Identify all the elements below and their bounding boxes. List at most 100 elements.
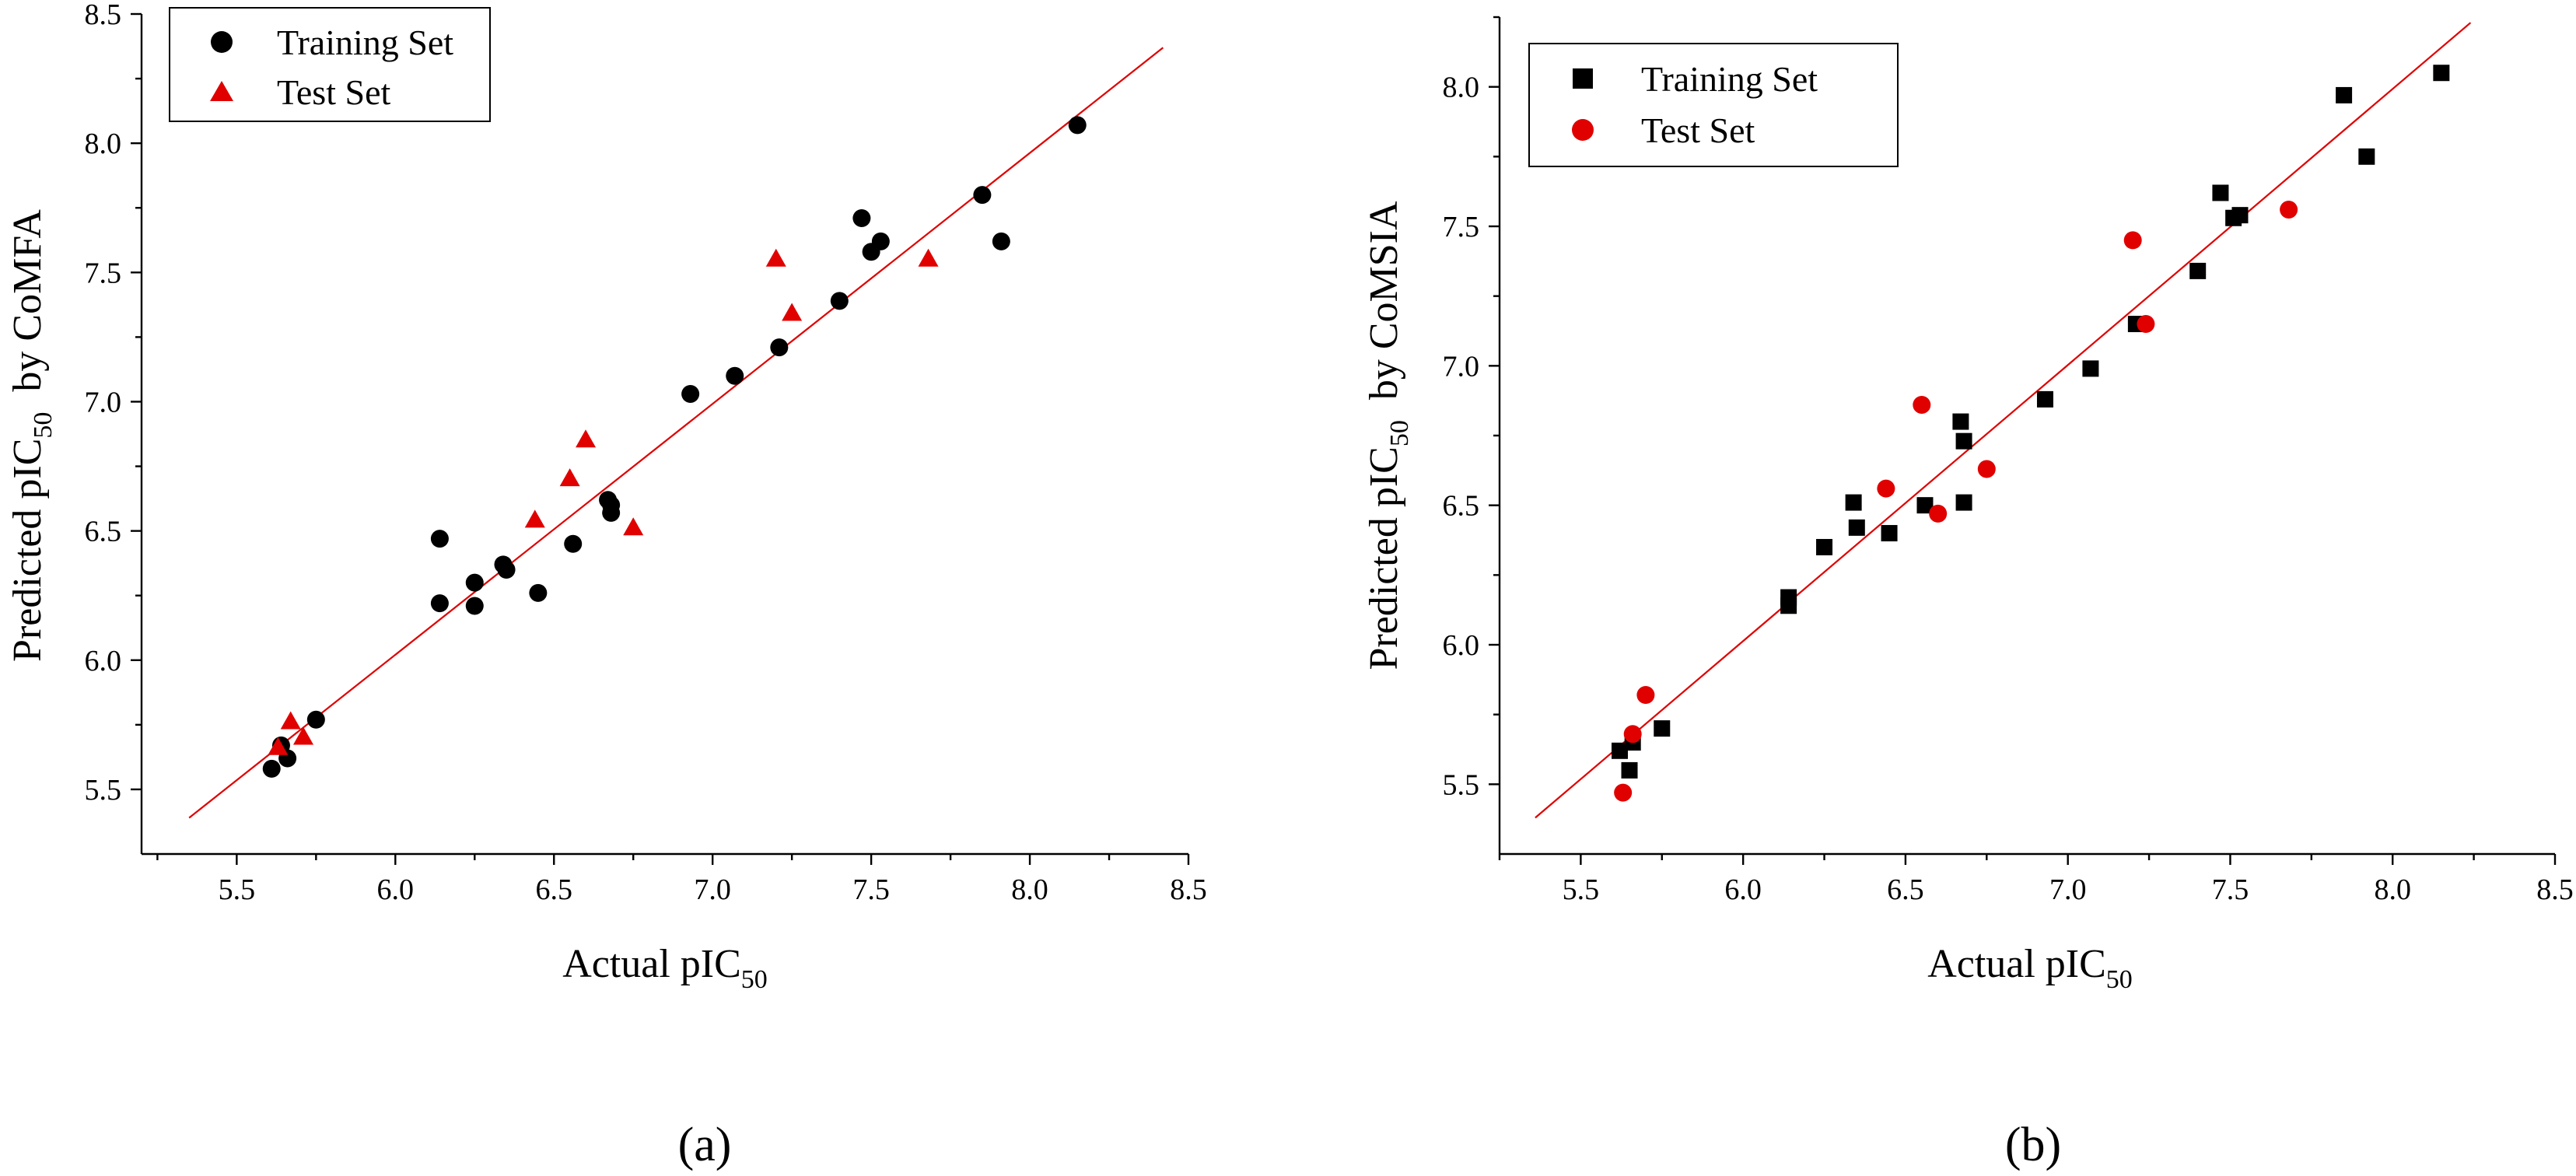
chart-a-training-point bbox=[770, 338, 789, 357]
chart-b-test-point bbox=[1977, 460, 1996, 478]
chart-a-test-point bbox=[918, 248, 939, 267]
chart-b-training-point bbox=[2358, 148, 2375, 165]
chart-a-training-point bbox=[1068, 116, 1087, 135]
chart-b-training-point bbox=[1955, 494, 1972, 511]
chart-a-training-point bbox=[529, 583, 548, 602]
chart-a-training-point bbox=[602, 503, 621, 522]
chart-b-legend-label-test: Test Set bbox=[1641, 110, 1755, 150]
chart-a-y-title: Predicted pIC50 by CoMFA bbox=[5, 209, 58, 662]
chart-a-training-point bbox=[973, 186, 992, 205]
chart-a-x-tick-label: 7.5 bbox=[852, 873, 890, 906]
chart-a-test-point bbox=[576, 429, 597, 448]
chart-b-x-tick-label: 6.5 bbox=[1887, 873, 1924, 906]
chart-a-ticks: 5.5 6.0 6.5 7.0 7.5 8.0 8.5 5.5 6.0 6.5 7.0 7.5 8.0 8… bbox=[85, 0, 1207, 906]
chart-b-test-point bbox=[2137, 315, 2155, 334]
chart-b-test-point bbox=[1929, 504, 1948, 523]
chart-a-training-point bbox=[430, 530, 449, 548]
chart-a-training-point bbox=[830, 292, 849, 310]
chart-a-training-point bbox=[465, 597, 484, 615]
chart-b-legend-marker-test bbox=[1572, 119, 1594, 141]
chart-b-training-point bbox=[1916, 497, 1934, 514]
chart-b-legend: Training Set Test Set bbox=[1528, 43, 1899, 167]
chart-a-training-point bbox=[465, 573, 484, 592]
chart-a-training-point bbox=[430, 594, 449, 613]
chart-b-x-title: Actual pIC50 bbox=[1927, 942, 2133, 994]
chart-a-y-tick-label: 8.0 bbox=[85, 128, 122, 160]
chart-b-x-tick-label: 8.5 bbox=[2536, 873, 2574, 906]
chart-a-legend-marker-training bbox=[211, 31, 233, 53]
chart-b-training-point bbox=[1955, 432, 1972, 450]
chart-b-training-point bbox=[1952, 413, 1969, 430]
chart-a-y-tick-label: 7.0 bbox=[85, 386, 122, 418]
chart-a-legend: Training Set Test Set bbox=[169, 7, 491, 122]
chart-b-training-point bbox=[1654, 720, 1671, 737]
chart-a-fit-line bbox=[188, 47, 1164, 819]
chart-b: 5.5 6.0 6.5 7.0 7.5 8.0 8.55.56.06.57.07.58.0 … bbox=[1362, 16, 2574, 1171]
chart-a-x-tick-label: 6.5 bbox=[535, 873, 572, 906]
chart-b-legend-box bbox=[1528, 43, 1899, 167]
chart-a-test-point bbox=[268, 737, 289, 755]
chart-b-test-point bbox=[1913, 396, 1931, 415]
chart-b-y-tick-label: 6.5 bbox=[1443, 490, 1480, 523]
chart-a-test-point bbox=[623, 517, 644, 536]
chart-b-training-point bbox=[2212, 184, 2229, 201]
chart-a: 5.5 6.0 6.5 7.0 7.5 8.0 8.5 5.5 6.0 6.5 7.0 7.5 8.0 8… bbox=[5, 0, 1207, 1171]
chart-b-training-point bbox=[2189, 262, 2207, 279]
chart-b-legend-label-training: Training Set bbox=[1641, 59, 1818, 99]
chart-b-training-point bbox=[2231, 207, 2249, 224]
chart-b-test-point bbox=[1877, 479, 1895, 498]
chart-b-test-point bbox=[1636, 686, 1655, 705]
chart-a-x-tick-label: 6.0 bbox=[377, 873, 415, 906]
chart-a-test-point bbox=[559, 468, 580, 487]
chart-a-training-point bbox=[497, 560, 516, 579]
chart-a-training-point bbox=[306, 710, 325, 729]
chart-b-training-point bbox=[1845, 494, 1862, 511]
chart-a-plot bbox=[188, 47, 1164, 819]
chart-a-test-point bbox=[293, 726, 314, 745]
chart-a-y-tick-label: 8.5 bbox=[85, 0, 122, 31]
chart-b-x-tick-label: 6.0 bbox=[1724, 873, 1762, 906]
chart-a-x-tick-label: 5.5 bbox=[219, 873, 256, 906]
chart-a-training-point bbox=[992, 232, 1010, 250]
chart-a-x-tick-label: 8.0 bbox=[1011, 873, 1048, 906]
chart-a-y-tick-label: 5.5 bbox=[85, 774, 122, 807]
chart-a-y-tick-label: 7.5 bbox=[85, 257, 122, 289]
chart-b-fit-line bbox=[1535, 22, 2472, 819]
chart-b-y-tick-label: 6.0 bbox=[1443, 629, 1480, 662]
chart-b-test-point bbox=[2123, 231, 2142, 250]
chart-a-test-point bbox=[280, 711, 301, 730]
chart-a-test-point bbox=[782, 303, 803, 321]
chart-b-training-point bbox=[2036, 390, 2053, 408]
chart-a-x-tick-label: 8.5 bbox=[1170, 873, 1207, 906]
chart-b-y-tick-label: 7.0 bbox=[1443, 350, 1480, 383]
chart-b-training-point bbox=[2433, 65, 2450, 82]
chart-a-training-point bbox=[564, 534, 583, 553]
chart-a-legend-marker-test bbox=[210, 81, 233, 101]
chart-a-legend-box bbox=[169, 7, 491, 122]
chart-a-x-title: Actual pIC50 bbox=[562, 942, 768, 994]
chart-b-legend-marker-training bbox=[1573, 68, 1593, 89]
chart-b-test-point bbox=[1623, 725, 1642, 744]
chart-a-y-tick-label: 6.0 bbox=[85, 645, 122, 677]
chart-b-panel-label: (b) bbox=[2005, 1118, 2061, 1171]
chart-b-training-point bbox=[1611, 742, 1628, 759]
chart-a-training-point bbox=[262, 759, 281, 778]
chart-a-training-point bbox=[681, 384, 700, 403]
chart-b-training-point bbox=[2082, 360, 2099, 377]
chart-b-training-point bbox=[1848, 519, 1865, 536]
chart-a-training-point bbox=[852, 209, 871, 228]
chart-a-training-point bbox=[726, 366, 744, 385]
chart-b-y-tick-label: 7.5 bbox=[1443, 211, 1480, 243]
chart-a-x-tick-label: 7.0 bbox=[694, 873, 731, 906]
chart-a-legend-label-training: Training Set bbox=[277, 23, 453, 62]
chart-a-panel-label: (a) bbox=[678, 1118, 732, 1171]
chart-a-legend-label-test: Test Set bbox=[277, 72, 390, 112]
chart-b-plot bbox=[1535, 22, 2472, 819]
chart-b-training-point bbox=[1621, 761, 1638, 779]
chart-a-test-point bbox=[524, 509, 545, 528]
chart-b-y-tick-label: 5.5 bbox=[1443, 768, 1480, 801]
chart-b-test-point bbox=[1614, 783, 1633, 802]
chart-b-y-tick-label: 8.0 bbox=[1443, 72, 1480, 104]
chart-b-training-point bbox=[1816, 538, 1833, 555]
